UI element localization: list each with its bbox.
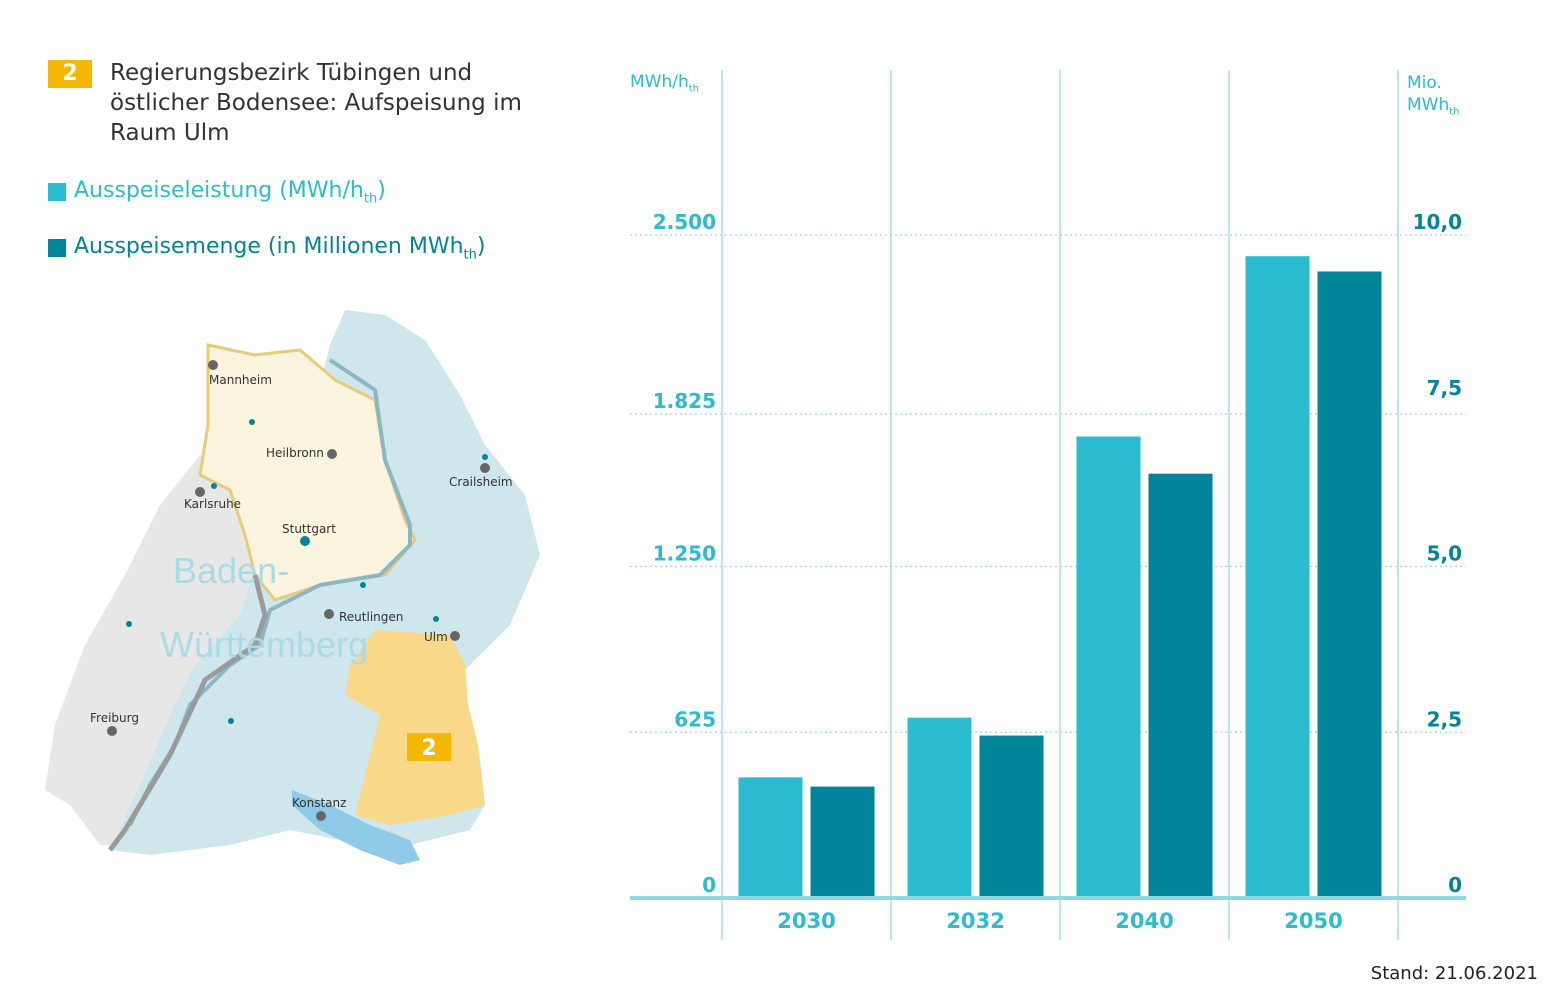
city-dot-konstanz bbox=[316, 811, 326, 821]
legend-label-dark: Ausspeisemenge (in Millionen MWhth) bbox=[74, 234, 486, 263]
legend-swatch-dark bbox=[48, 239, 66, 258]
city-dot-freiburg bbox=[107, 726, 117, 736]
city-dot-stuttgart bbox=[300, 536, 310, 546]
legend-swatch-light bbox=[48, 183, 66, 202]
bar-chart: 0 625 1.250 1.825 2.500 0 2,5 5,0 7,5 10,0 2030 203… bbox=[630, 70, 1466, 940]
city-label-freiburg: Freiburg bbox=[90, 711, 139, 725]
bar-menge-2040 bbox=[1148, 473, 1213, 898]
y-right-tick-label: 0 bbox=[1448, 873, 1462, 897]
state-label-wuerttemberg: Württemberg bbox=[160, 624, 368, 665]
city-dot-karlsruhe bbox=[195, 487, 205, 497]
bar-leistung-2040 bbox=[1076, 436, 1141, 898]
city-label-mannheim: Mannheim bbox=[209, 373, 272, 387]
y-right-tick-label: 10,0 bbox=[1413, 210, 1462, 234]
city-label-konstanz: Konstanz bbox=[292, 796, 346, 810]
bar-menge-2030 bbox=[810, 786, 875, 898]
x-tick-label-2040: 2040 bbox=[1115, 909, 1173, 933]
y-left-tick-label: 625 bbox=[674, 707, 716, 731]
city-label-stuttgart: Stuttgart bbox=[282, 522, 336, 536]
bar-leistung-2050 bbox=[1245, 256, 1310, 898]
bar-menge-2050 bbox=[1317, 271, 1382, 899]
y-left-tick-label: 1.825 bbox=[653, 389, 716, 413]
y-right-tick-label: 2,5 bbox=[1427, 707, 1462, 731]
map-region-badge bbox=[407, 733, 451, 761]
y-left-tick-label: 2.500 bbox=[653, 210, 716, 234]
legend-item-ausspeiseleistung: Ausspeiseleistung (MWh/hth) bbox=[48, 178, 386, 206]
map-region-badge-label: 2 bbox=[421, 736, 436, 761]
bar-leistung-2032 bbox=[907, 717, 972, 898]
city-dot-ulm bbox=[450, 631, 460, 641]
map-region-2 bbox=[345, 630, 485, 825]
city-dot-mannheim bbox=[208, 360, 218, 370]
city-dot-reutlingen bbox=[324, 609, 334, 619]
region-badge: 2 bbox=[48, 60, 92, 88]
x-tick-label-2030: 2030 bbox=[777, 909, 835, 933]
map-lake bbox=[292, 790, 420, 865]
y-left-unit: MWh/hth bbox=[630, 72, 700, 95]
city-label-reutlingen: Reutlingen bbox=[339, 610, 403, 624]
y-right-tick-label: 5,0 bbox=[1427, 542, 1462, 566]
bar-menge-2032 bbox=[979, 735, 1044, 898]
y-left-tick-label: 1.250 bbox=[653, 542, 716, 566]
map-border-gray bbox=[108, 574, 268, 852]
city-label-crailsheim: Crailsheim bbox=[449, 475, 513, 489]
y-right-unit: Mio. MWhth bbox=[1407, 73, 1460, 118]
bar-leistung-2030 bbox=[738, 777, 803, 898]
y-right-tick-label: 7,5 bbox=[1427, 376, 1462, 400]
city-label-ulm: Ulm bbox=[424, 630, 448, 644]
city-dot-heilbronn bbox=[327, 449, 337, 459]
region-title: Regierungsbezirk Tübingen und östlicher … bbox=[110, 60, 522, 146]
legend-item-ausspeisemenge: Ausspeisemenge (in Millionen MWhth) bbox=[48, 234, 485, 262]
city-dot-crailsheim bbox=[480, 463, 490, 473]
city-label-heilbronn: Heilbronn bbox=[266, 446, 324, 460]
legend-label-light: Ausspeiseleistung (MWh/hth) bbox=[74, 178, 386, 207]
region-map: Baden- Württemberg Mannheim Heilbronn Cr… bbox=[45, 310, 540, 865]
map-region-cream bbox=[198, 343, 417, 602]
state-label-baden: Baden- bbox=[173, 550, 289, 591]
city-label-karlsruhe: Karlsruhe bbox=[184, 497, 241, 511]
x-tick-label-2050: 2050 bbox=[1284, 909, 1342, 933]
y-left-tick-label: 0 bbox=[702, 873, 716, 897]
map-region-west bbox=[45, 455, 260, 845]
x-tick-label-2032: 2032 bbox=[946, 909, 1004, 933]
stand-date: Stand: 21.06.2021 bbox=[1370, 963, 1538, 984]
